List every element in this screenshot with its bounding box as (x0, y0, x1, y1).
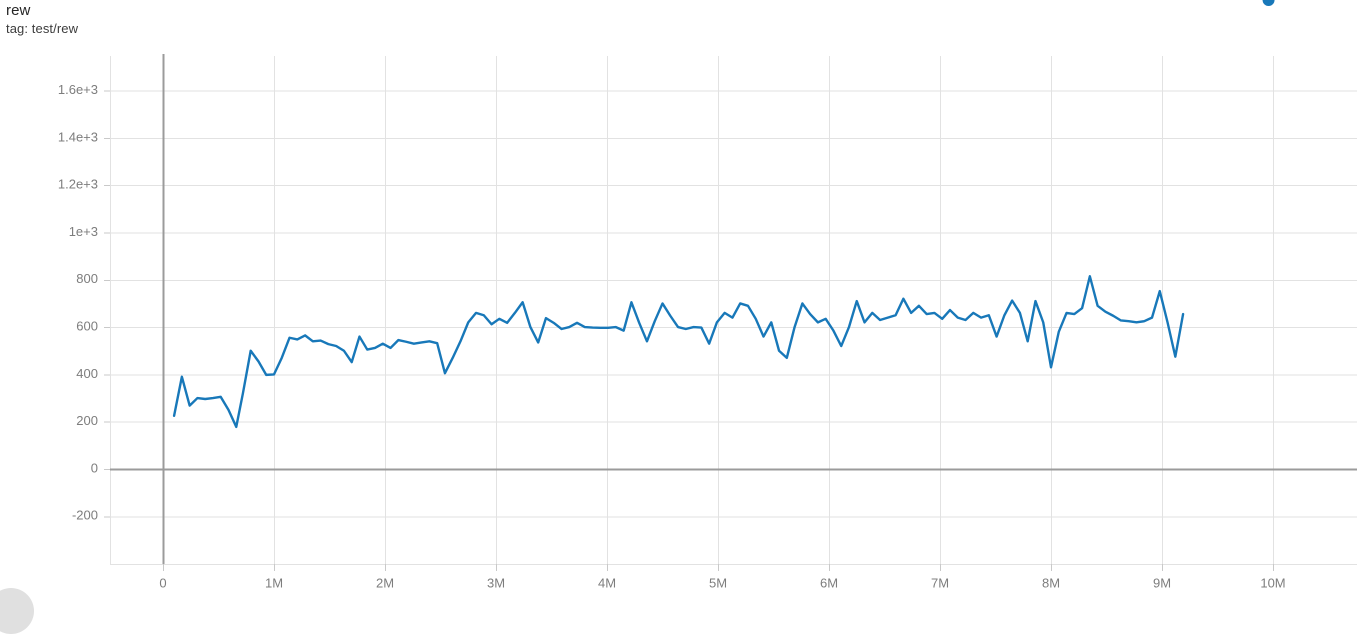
x-tick-label: 2M (376, 576, 394, 591)
y-tick-label: 200 (76, 413, 98, 428)
x-tick-label: 3M (487, 576, 505, 591)
y-gridlines (110, 90, 1357, 518)
chart-tag-label: tag: test/rew (6, 20, 79, 36)
plot-frame (110, 56, 1357, 565)
y-tick-label: 1.2e+3 (58, 177, 98, 192)
y-tick-labels: -200 0 200 400 600 800 1e+3 1.2e+3 1.4e+3 1.6e+3 (58, 82, 98, 523)
x-tick-label: 10M (1260, 576, 1285, 591)
line-chart[interactable]: -20002004006008001e+31.2e+31.4e+31.6e+3 … (0, 0, 1361, 606)
page-title: rew (6, 2, 31, 19)
y-tick-label: 1e+3 (69, 224, 98, 239)
x-tick-label: 7M (931, 576, 949, 591)
y-tick-label: 400 (76, 366, 98, 381)
x-tick-label: 9M (1153, 576, 1171, 591)
x-tick-label: 1M (265, 576, 283, 591)
last-point-marker[interactable] (1262, 0, 1275, 6)
y-tick-label: 600 (76, 319, 98, 334)
y-tick-label: 800 (76, 271, 98, 286)
y-tick-label: -200 (72, 508, 98, 523)
x-tick-label: 8M (1042, 576, 1060, 591)
axis-lines (110, 54, 1357, 564)
y-tick-label: 1.6e+3 (58, 82, 98, 97)
chart-header: rew tag: test/rew (6, 2, 78, 36)
x-tick-labels: 0 1M 2M 3M 4M 5M 6M 7M 8M 9M 10M (159, 576, 1285, 591)
x-tick-label: 0 (159, 576, 166, 591)
x-tick-label: 5M (709, 576, 727, 591)
x-tick-label: 6M (820, 576, 838, 591)
data-series[interactable] (172, 275, 1185, 429)
y-tick-label: 1.4e+3 (58, 129, 98, 144)
series-line[interactable] (172, 275, 1185, 429)
y-tick-label: 0 (91, 460, 98, 475)
tick-marks (104, 90, 1274, 571)
x-tick-label: 4M (598, 576, 616, 591)
x-gridlines (163, 56, 1274, 564)
latest-value-dot[interactable] (1262, 0, 1275, 6)
